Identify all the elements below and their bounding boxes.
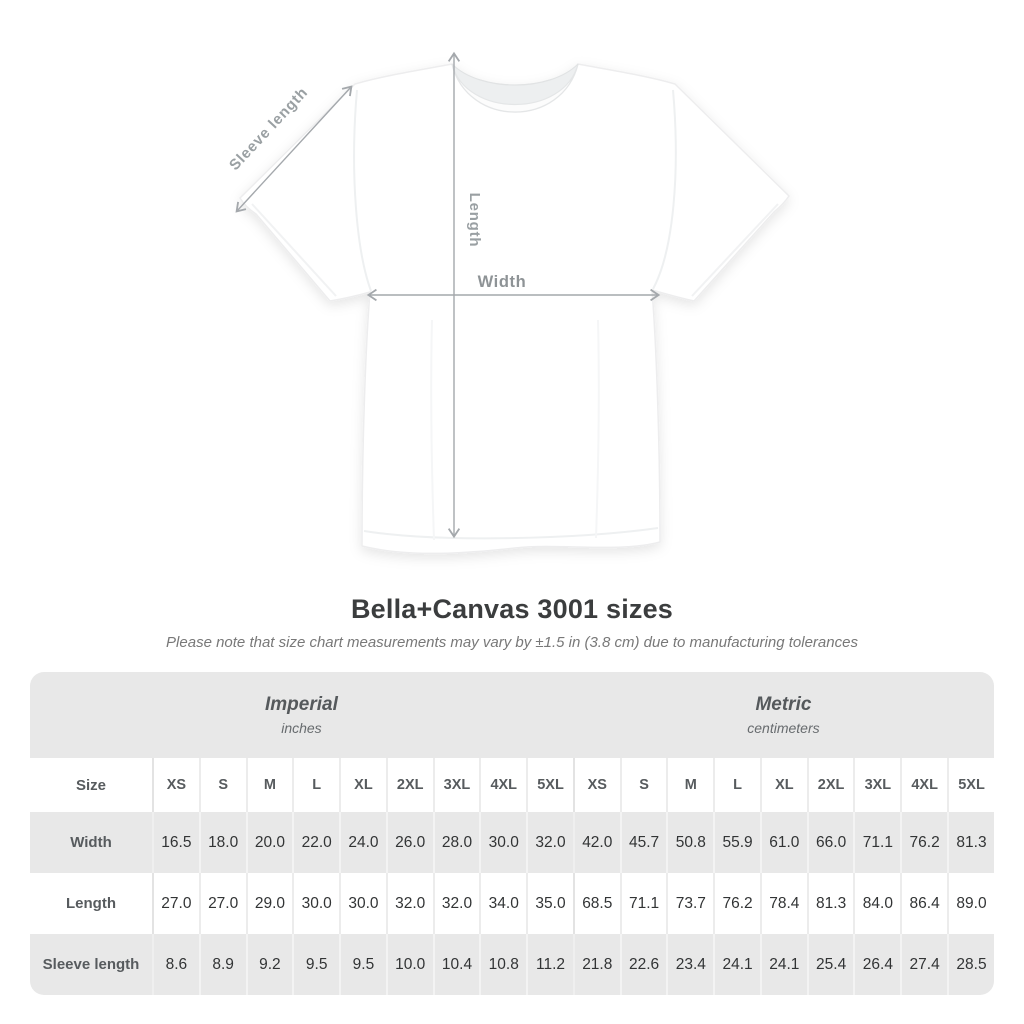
value-cell: 10.0 — [385, 934, 433, 995]
value-cell: 76.2 — [713, 873, 760, 934]
imperial-group-label: Imperial — [265, 694, 338, 715]
value-cell: 22.6 — [619, 934, 667, 995]
value-cell: 28.0 — [432, 812, 480, 873]
value-cell: 73.7 — [666, 873, 714, 934]
size-header-cell: XS — [152, 758, 199, 812]
value-cell: 81.3 — [806, 873, 854, 934]
value-cell: 28.5 — [947, 934, 994, 995]
value-cell: 32.0 — [385, 873, 433, 934]
value-cell: 50.8 — [666, 812, 714, 873]
size-header-cell: 4XL — [479, 758, 527, 812]
size-column-header: Size — [30, 758, 152, 812]
value-cell: 26.0 — [385, 812, 433, 873]
value-cell: 21.8 — [572, 934, 620, 995]
value-cell: 30.0 — [479, 812, 527, 873]
value-cell: 27.0 — [152, 873, 199, 934]
value-cell: 24.1 — [713, 934, 760, 995]
value-cell: 11.2 — [526, 934, 573, 995]
value-cell: 71.1 — [619, 873, 667, 934]
value-cell: 29.0 — [245, 873, 293, 934]
value-cell: 8.9 — [198, 934, 246, 995]
value-cell: 10.8 — [479, 934, 527, 995]
value-cell: 23.4 — [666, 934, 714, 995]
size-header-cell: 4XL — [900, 758, 948, 812]
measurement-row-label: Length — [30, 873, 152, 934]
value-cell: 9.2 — [245, 934, 293, 995]
value-cell: 32.0 — [526, 812, 573, 873]
value-cell: 27.4 — [900, 934, 948, 995]
value-cell: 86.4 — [900, 873, 948, 934]
value-cell: 35.0 — [526, 873, 573, 934]
metric-group-label: Metric — [755, 694, 812, 715]
value-cell: 30.0 — [292, 873, 340, 934]
value-cell: 34.0 — [479, 873, 527, 934]
measurement-row: Length 27.0 27.0 29.0 30.0 30.0 32.0 32.0 34.0 35… — [30, 873, 994, 934]
value-cell: 89.0 — [947, 873, 994, 934]
width-label: Width — [478, 273, 527, 291]
size-header-cell: 5XL — [526, 758, 573, 812]
size-header-cell: 5XL — [947, 758, 994, 812]
value-cell: 66.0 — [806, 812, 854, 873]
metric-band: Metric centimeters — [572, 672, 994, 758]
value-cell: 71.1 — [853, 812, 901, 873]
size-header-cell: XS — [572, 758, 620, 812]
value-cell: 8.6 — [152, 934, 199, 995]
measurement-row-label: Width — [30, 812, 152, 873]
value-cell: 81.3 — [947, 812, 994, 873]
size-header-cell: L — [713, 758, 760, 812]
tshirt-illustration — [239, 63, 790, 555]
value-cell: 55.9 — [713, 812, 760, 873]
size-header-cell: M — [666, 758, 714, 812]
value-cell: 68.5 — [572, 873, 620, 934]
value-cell: 16.5 — [152, 812, 199, 873]
value-cell: 20.0 — [245, 812, 293, 873]
value-cell: 78.4 — [759, 873, 807, 934]
size-header-cell: 2XL — [806, 758, 854, 812]
unit-band-row: Imperial inches Metric centimeters — [30, 672, 994, 758]
imperial-unit-label: inches — [281, 720, 322, 736]
value-cell: 42.0 — [572, 812, 620, 873]
value-cell: 9.5 — [292, 934, 340, 995]
value-cell: 45.7 — [619, 812, 667, 873]
size-header-cell: XL — [339, 758, 386, 812]
value-cell: 27.0 — [198, 873, 246, 934]
neck-opening — [452, 64, 578, 105]
value-cell: 24.1 — [759, 934, 807, 995]
size-header-row: Size XS S M L XL 2XL 3XL 4XL 5XL XS S M L XL 2XL 3XL 4XL 5… — [30, 758, 994, 812]
value-cell: 18.0 — [198, 812, 246, 873]
size-header-cell: XL — [759, 758, 807, 812]
value-cell: 24.0 — [339, 812, 386, 873]
value-cell: 9.5 — [339, 934, 386, 995]
tshirt-measurement-diagram: Sleeve length Length Width — [226, 51, 790, 555]
size-header-cell: S — [198, 758, 246, 812]
page-title: Bella+Canvas 3001 sizes — [350, 594, 674, 624]
value-cell: 61.0 — [759, 812, 807, 873]
measurement-row: Width 16.5 18.0 20.0 22.0 24.0 26.0 28.0 30.0 32.… — [30, 812, 994, 873]
size-header-cell: 2XL — [385, 758, 433, 812]
value-cell: 22.0 — [292, 812, 340, 873]
length-label: Length — [466, 193, 483, 248]
tolerance-note: Please note that size chart measurements… — [166, 634, 858, 651]
size-header-cell: S — [619, 758, 667, 812]
imperial-band: Imperial inches — [30, 672, 573, 758]
sleeve-length-arrow — [235, 85, 353, 213]
value-cell: 32.0 — [432, 873, 480, 934]
size-header-cell: 3XL — [853, 758, 901, 812]
measurement-row: Sleeve length 8.6 8.9 9.2 9.5 9.5 10.0 10.4 10.8… — [30, 934, 994, 995]
value-cell: 26.4 — [853, 934, 901, 995]
value-cell: 76.2 — [900, 812, 948, 873]
size-chart-table: Imperial inches Metric centimeters Size X… — [30, 672, 994, 995]
value-cell: 25.4 — [806, 934, 854, 995]
metric-unit-label: centimeters — [747, 720, 820, 736]
value-cell: 84.0 — [853, 873, 901, 934]
value-cell: 10.4 — [432, 934, 480, 995]
size-header-cell: 3XL — [432, 758, 480, 812]
size-header-cell: L — [292, 758, 340, 812]
size-header-cell: M — [245, 758, 293, 812]
measurement-row-label: Sleeve length — [30, 934, 152, 995]
value-cell: 30.0 — [339, 873, 386, 934]
